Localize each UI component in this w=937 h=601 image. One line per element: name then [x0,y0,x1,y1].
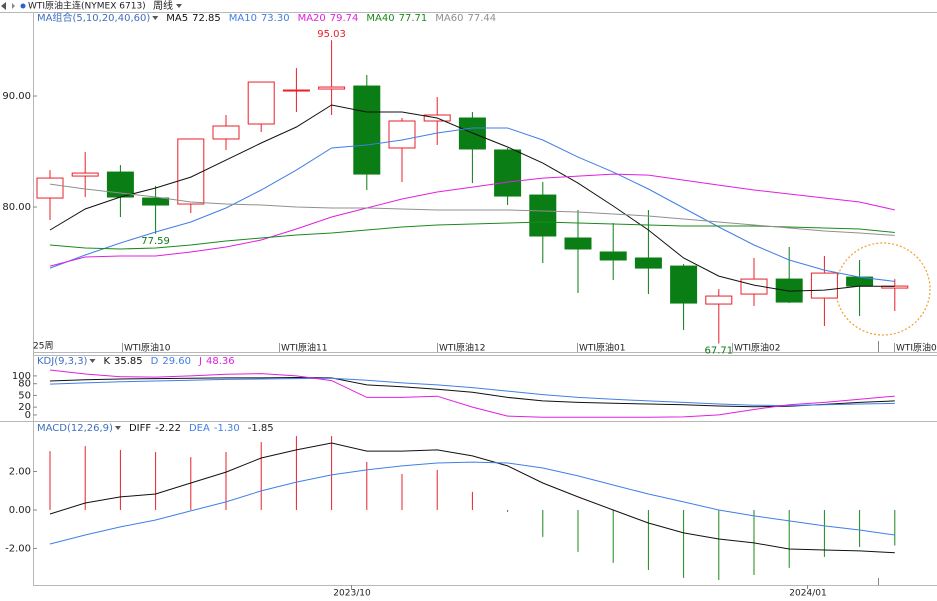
candle-body [36,177,64,199]
time-label: 2024/01 [789,589,826,599]
legend-name: D [151,356,159,367]
legend-name: DEA [189,423,210,434]
candle-body [564,237,592,250]
candle-body [177,138,205,205]
legend-title: MA组合(5,10,20,40,60) [37,11,150,24]
status-dot [20,3,26,9]
y-tick-label: 100 [12,371,31,382]
period-mark: WTI原油12 [439,342,486,354]
line-series [49,376,895,408]
dropdown-icon[interactable] [176,4,182,8]
legend-name: MA60 [435,13,463,24]
time-label: 2023/10 [333,589,371,599]
low-label: 77.59 [141,236,170,247]
high-label: 95.03 [317,29,346,40]
line-series [49,104,895,292]
line-series [49,173,895,267]
y-tick-label: 80.00 [2,202,31,213]
period-mark: WTI原油11 [281,342,328,354]
legend-title: MACD(12,26,9) [37,423,113,434]
expand-icon[interactable] [12,3,15,9]
legend-name: MA10 [229,13,257,24]
line-series [49,127,895,282]
candle-body [247,81,275,125]
back-icon[interactable] [1,2,6,10]
candle-body [705,295,733,305]
line-series [49,183,895,236]
y-tick-label: 80 [18,379,31,390]
y-tick-label: 0.00 [9,505,31,516]
candle-body [318,86,346,90]
legend-dropdown[interactable] [152,16,159,20]
legend-name: MA40 [366,13,394,24]
legend-name: J [198,356,202,367]
legend-value: -1.85 [248,423,274,434]
legend-value: 35.85 [114,356,143,367]
candle-body [634,257,662,269]
legend-dropdown[interactable] [114,426,121,430]
period-selector[interactable]: 周线 [153,0,173,12]
candle-body [71,172,99,177]
y-tick-label: 90.00 [2,91,31,102]
legend-name: MA20 [298,13,326,24]
candle-body [282,89,310,92]
candle-body [529,194,557,237]
candle-body [353,85,381,175]
candle-body [388,120,416,149]
legend-value: 73.30 [261,13,290,24]
legend-value: -2.22 [155,423,181,434]
line-series [49,461,895,545]
legend-value: -1.30 [214,423,240,434]
line-series [49,221,895,250]
legend-dropdown[interactable] [89,359,96,363]
candle-body [212,125,240,140]
legend-value: 29.60 [162,356,191,367]
y-tick-label: -2.00 [5,543,31,554]
legend-name: MA5 [166,13,188,24]
legend-value: 77.44 [467,13,496,24]
line-series [49,369,895,418]
candle-body [740,278,768,295]
period-label: 25周 [33,341,53,352]
legend-value: 72.85 [192,13,221,24]
period-mark: WTI原油01 [579,342,626,354]
y-tick-label: 20 [18,402,31,413]
candle-body [494,149,522,197]
period-mark: WTI原油0 [896,342,937,354]
symbol-title: WTI原油主连(NYMEX 6713) [28,0,146,12]
legend-title: KDJ(9,3,3) [37,356,88,367]
candle-body [810,272,838,299]
low-label: 67.71 [704,345,733,356]
legend-value: 77.71 [399,13,428,24]
candle-body [599,251,627,261]
line-series [49,377,895,407]
legend-value: 79.74 [330,13,359,24]
line-series [49,442,895,554]
candle-body [670,265,698,304]
y-tick-label: 2.00 [9,466,31,477]
legend-value: 48.36 [206,356,235,367]
period-mark: WTI原油10 [124,342,171,354]
period-mark: WTI原油02 [734,342,781,354]
candle-body [142,197,170,206]
legend-name: DIFF [129,423,151,434]
y-tick-label: 0 [25,410,31,421]
legend-name: K [103,356,110,367]
y-tick-label: 50 [18,390,31,401]
